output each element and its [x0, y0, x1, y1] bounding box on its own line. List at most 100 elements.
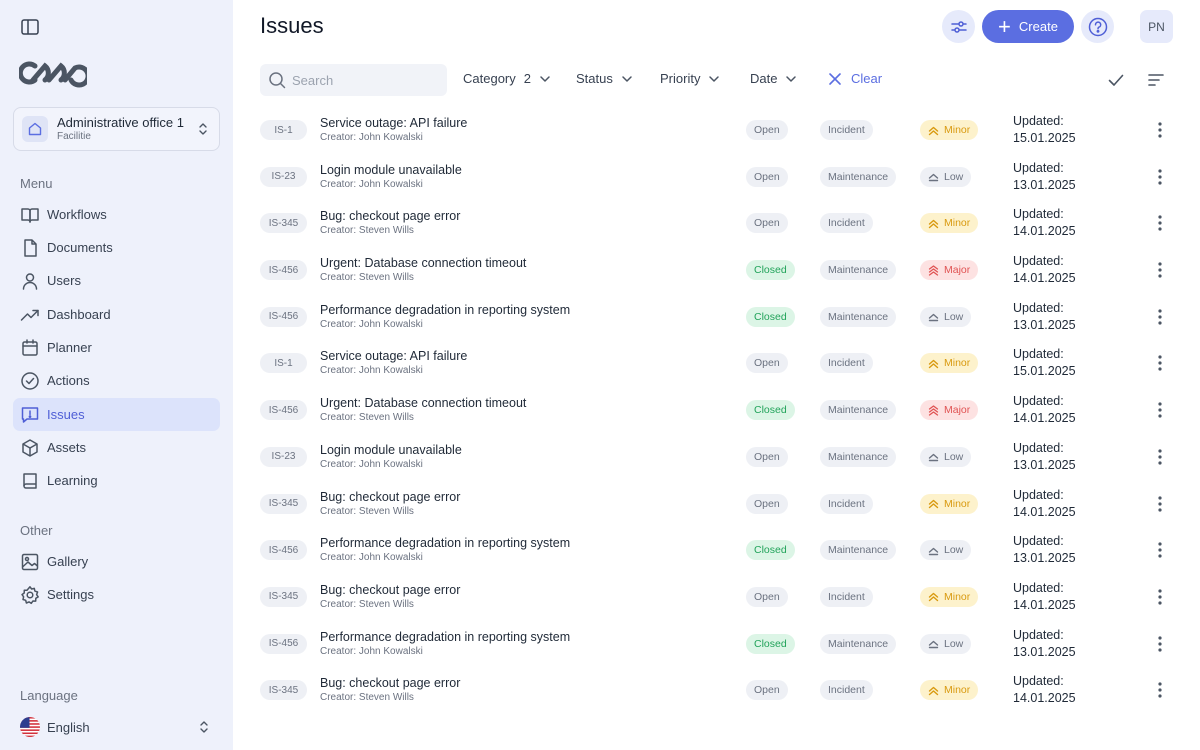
- issue-id-badge: IS-1: [260, 353, 307, 374]
- issue-row[interactable]: IS-345 Bug: checkout page error Creator:…: [0, 667, 1200, 714]
- issue-row[interactable]: IS-23 Login module unavailable Creator: …: [0, 154, 1200, 201]
- issue-creator: Creator: John Kowalski: [320, 552, 423, 564]
- issue-row[interactable]: IS-345 Bug: checkout page error Creator:…: [0, 481, 1200, 528]
- help-button[interactable]: [1081, 10, 1114, 43]
- updated-info: Updated: 13.01.2025: [1013, 627, 1076, 661]
- updated-date: 14.01.2025: [1013, 271, 1076, 286]
- category-badge: Incident: [820, 120, 873, 140]
- chevrons-up-icon: [928, 498, 939, 509]
- more-options-icon[interactable]: [1150, 400, 1170, 420]
- filter-date[interactable]: Date: [750, 71, 797, 86]
- issue-title: Bug: checkout page error: [320, 676, 461, 691]
- issue-row[interactable]: IS-456 Urgent: Database connection timeo…: [0, 387, 1200, 434]
- updated-label: Updated:: [1013, 440, 1064, 455]
- chevron-down-icon: [539, 73, 551, 85]
- issue-creator: Creator: John Kowalski: [320, 318, 423, 330]
- chevron-up-down-icon: [194, 720, 214, 734]
- chevron-down-icon: [708, 73, 720, 85]
- updated-info: Updated: 13.01.2025: [1013, 160, 1076, 194]
- priority-label: Low: [944, 310, 964, 323]
- filter-label: Category: [463, 71, 516, 86]
- updated-label: Updated:: [1013, 114, 1064, 128]
- updated-info: Updated: 15.01.2025: [1013, 346, 1076, 380]
- priority-label: Minor: [944, 684, 971, 697]
- more-options-icon[interactable]: [1150, 494, 1170, 514]
- issue-creator: Creator: Steven Wills: [320, 598, 414, 610]
- sidebar-item-issues[interactable]: Issues: [13, 398, 220, 431]
- more-options-icon[interactable]: [1150, 307, 1170, 327]
- more-options-icon[interactable]: [1150, 167, 1170, 187]
- language-section-label: Language: [20, 688, 78, 703]
- issue-title: Service outage: API failure: [320, 349, 468, 364]
- sidebar-item-learning[interactable]: Learning: [13, 464, 220, 497]
- filter-priority[interactable]: Priority: [660, 71, 720, 86]
- filter-status[interactable]: Status: [576, 71, 633, 86]
- issue-row[interactable]: IS-345 Bug: checkout page error Creator:…: [0, 200, 1200, 247]
- issue-title: Bug: checkout page error: [320, 489, 461, 504]
- status-badge: Closed: [746, 306, 795, 327]
- help-icon: [1088, 17, 1108, 37]
- clear-filters-button[interactable]: Clear: [828, 71, 882, 86]
- issue-row[interactable]: IS-345 Bug: checkout page error Creator:…: [0, 574, 1200, 621]
- issue-row[interactable]: IS-1 Service outage: API failure Creator…: [0, 107, 1200, 154]
- sidebar-item-label: Documents: [47, 240, 113, 255]
- issue-title: Login module unavailable: [320, 442, 462, 457]
- search-box[interactable]: [260, 64, 447, 96]
- sidebar-item-assets[interactable]: Assets: [13, 431, 220, 464]
- priority-label: Low: [944, 637, 964, 650]
- workspace-switcher[interactable]: Administrative office 1 Facilitie: [13, 107, 220, 151]
- filter-settings-button[interactable]: [942, 10, 975, 43]
- status-badge: Closed: [746, 633, 795, 654]
- more-options-icon[interactable]: [1150, 540, 1170, 560]
- sidebar-item-dashboard[interactable]: Dashboard: [13, 298, 220, 331]
- sidebar-item-settings[interactable]: Settings: [13, 578, 220, 611]
- sidebar-item-label: Users: [47, 273, 81, 288]
- chevron-down-icon: [785, 73, 797, 85]
- sidebar-item-actions[interactable]: Actions: [13, 364, 220, 397]
- more-options-icon[interactable]: [1150, 260, 1170, 280]
- status-badge: Open: [746, 213, 788, 234]
- updated-label: Updated:: [1013, 347, 1064, 362]
- issue-creator: Creator: John Kowalski: [320, 645, 423, 657]
- sort-icon[interactable]: [1146, 70, 1166, 90]
- more-options-icon[interactable]: [1150, 353, 1170, 373]
- updated-date: 14.01.2025: [1013, 597, 1076, 612]
- issue-creator: Creator: John Kowalski: [320, 365, 423, 377]
- issue-id-badge: IS-456: [260, 306, 307, 327]
- issue-row[interactable]: IS-456 Performance degradation in report…: [0, 294, 1200, 341]
- issue-row[interactable]: IS-456 Performance degradation in report…: [0, 527, 1200, 574]
- issue-row[interactable]: IS-456 Performance degradation in report…: [0, 621, 1200, 668]
- sidebar-item-planner[interactable]: Planner: [13, 331, 220, 364]
- issue-row[interactable]: IS-1 Service outage: API failure Creator…: [0, 340, 1200, 387]
- sidebar-item-gallery[interactable]: Gallery: [13, 545, 220, 578]
- user-avatar[interactable]: PN: [1140, 10, 1173, 43]
- issue-title: Bug: checkout page error: [320, 582, 461, 597]
- updated-info: Updated: 14.01.2025: [1013, 206, 1076, 240]
- select-check-icon[interactable]: [1106, 70, 1126, 90]
- updated-info: Updated: 14.01.2025: [1013, 253, 1076, 287]
- more-options-icon[interactable]: [1150, 634, 1170, 654]
- document-icon: [20, 238, 40, 258]
- issue-row[interactable]: IS-23 Login module unavailable Creator: …: [0, 434, 1200, 481]
- sidebar-toggle-icon[interactable]: [18, 15, 42, 39]
- create-button[interactable]: + Create: [982, 10, 1074, 43]
- language-selector[interactable]: English: [13, 712, 220, 742]
- sidebar-item-documents[interactable]: Documents: [13, 231, 220, 264]
- search-input[interactable]: [292, 72, 432, 88]
- issue-creator: Creator: Steven Wills: [320, 505, 414, 517]
- category-badge: Maintenance: [820, 306, 897, 327]
- sidebar-item-workflows[interactable]: Workflows: [13, 198, 220, 231]
- more-options-icon[interactable]: [1150, 680, 1170, 700]
- filter-label: Priority: [660, 71, 701, 86]
- filter-category[interactable]: Category 2: [463, 71, 551, 86]
- more-options-icon[interactable]: [1150, 120, 1170, 140]
- more-options-icon[interactable]: [1150, 447, 1170, 467]
- sidebar-item-users[interactable]: Users: [13, 264, 220, 297]
- issue-row[interactable]: IS-456 Urgent: Database connection timeo…: [0, 247, 1200, 294]
- more-options-icon[interactable]: [1150, 587, 1170, 607]
- updated-label: Updated:: [1013, 394, 1064, 409]
- updated-info: Updated: 13.01.2025: [1013, 440, 1076, 474]
- issue-creator: Creator: Steven Wills: [320, 412, 414, 424]
- book-icon: [20, 471, 40, 491]
- more-options-icon[interactable]: [1150, 213, 1170, 233]
